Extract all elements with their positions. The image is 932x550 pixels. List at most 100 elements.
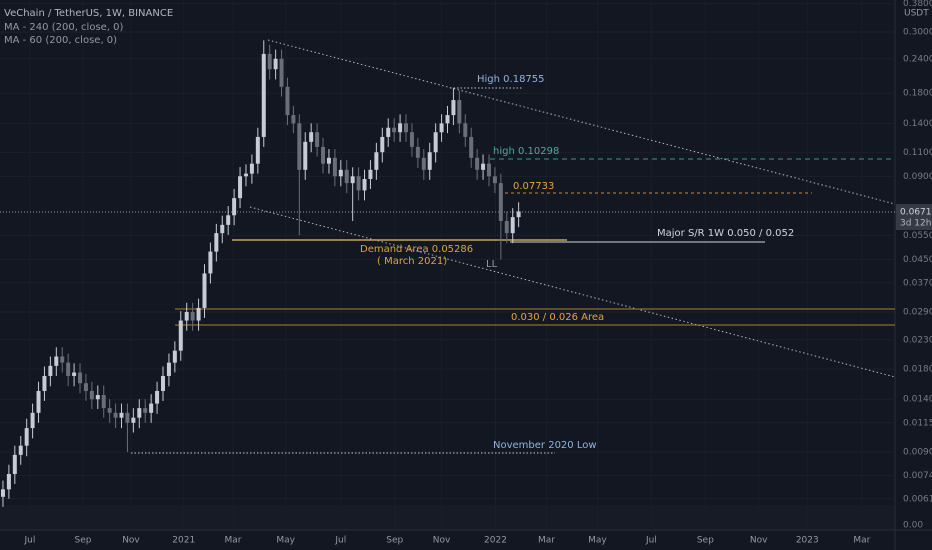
candle-body [498, 183, 503, 221]
candle-body [178, 320, 183, 351]
candle-body [42, 375, 47, 391]
x-tick-label: May [276, 536, 295, 546]
candle-body [226, 215, 231, 225]
candle-body [238, 176, 243, 199]
candle-body [155, 390, 160, 404]
candle-body [392, 127, 397, 133]
candle-body [12, 454, 17, 475]
candle-body [60, 356, 65, 363]
candle-body [36, 390, 41, 413]
candle-body [89, 390, 94, 400]
drawings [0, 39, 896, 454]
x-tick-label: Jul [645, 536, 657, 546]
candle-body [309, 132, 314, 142]
candle-body [386, 127, 391, 137]
x-tick-label: Jul [334, 536, 346, 546]
candle-body [243, 173, 248, 177]
candle-body [255, 136, 260, 164]
current-price: 0.06711 [900, 208, 932, 218]
candle-body [415, 146, 420, 158]
candle-body [439, 123, 444, 133]
candle-body [481, 163, 486, 170]
candle-body [315, 132, 320, 147]
countdown: 3d 12h [900, 219, 931, 229]
annotation: Demand Area 0.05286 [360, 244, 473, 255]
indicator-label: MA - 60 (200, close, 0) [4, 35, 117, 46]
candle-body [166, 362, 171, 376]
annotation: ( March 2021) [377, 256, 447, 267]
candle-body [101, 395, 106, 409]
candle-body [463, 123, 468, 137]
annotation: high 0.10298 [493, 146, 559, 157]
x-tick-label: 2023 [796, 536, 819, 546]
x-tick-label: Nov [433, 536, 451, 546]
annotation: Major S/R 1W 0.050 / 0.052 [657, 228, 794, 239]
lower-pane [0, 505, 895, 530]
candle-body [78, 372, 83, 384]
candle-body [249, 163, 254, 174]
candle-body [267, 53, 272, 70]
candle-body [214, 233, 219, 252]
candle-body [107, 408, 112, 413]
candle-body [332, 157, 337, 177]
candle-body [433, 132, 438, 153]
upper-trendline [267, 39, 896, 205]
candle-body [285, 86, 290, 116]
candle-body [220, 224, 225, 234]
x-tick-label: Jul [24, 536, 36, 546]
x-tick-label: Nov [750, 536, 768, 546]
candle-body [137, 408, 142, 418]
candle-body [404, 123, 409, 133]
candle-body [196, 307, 201, 321]
indicator-label: MA - 240 (200, close, 0) [4, 22, 124, 33]
candle-body [445, 115, 450, 124]
x-tick-label: Sep [74, 536, 91, 546]
x-tick-label: Mar [224, 536, 241, 546]
candle-body [172, 350, 177, 363]
candle-body [291, 115, 296, 124]
candle-body [421, 157, 426, 170]
x-tick-label: Mar [538, 536, 555, 546]
candle-body [504, 220, 509, 234]
candle-body [95, 395, 100, 400]
candle-body [208, 251, 213, 274]
x-tick-label: 2021 [172, 536, 195, 546]
candle-body [18, 445, 23, 455]
candle-body [279, 58, 284, 87]
x-tick-label: Sep [697, 536, 714, 546]
candle-body [409, 132, 414, 147]
grid [0, 0, 895, 530]
candle-body [303, 141, 308, 170]
candle-body [190, 311, 195, 321]
candle-body [344, 169, 349, 184]
candle-body [160, 375, 165, 391]
annotation: 0.030 / 0.026 Area [511, 312, 604, 323]
candle-body [30, 412, 35, 429]
candle-body [66, 362, 71, 376]
x-tick-label: 2022 [484, 536, 507, 546]
annotation: 0.07733 [513, 181, 554, 192]
candle-body [54, 356, 59, 366]
candle-body [338, 169, 343, 177]
candle-body [469, 136, 474, 158]
x-tick-label: Nov [122, 536, 140, 546]
candle-body [321, 146, 326, 164]
annotation: LL [486, 259, 498, 270]
currency-label: USDT [904, 9, 929, 19]
chart-title: VeChain / TetherUS, 1W, BINANCE [4, 8, 173, 19]
